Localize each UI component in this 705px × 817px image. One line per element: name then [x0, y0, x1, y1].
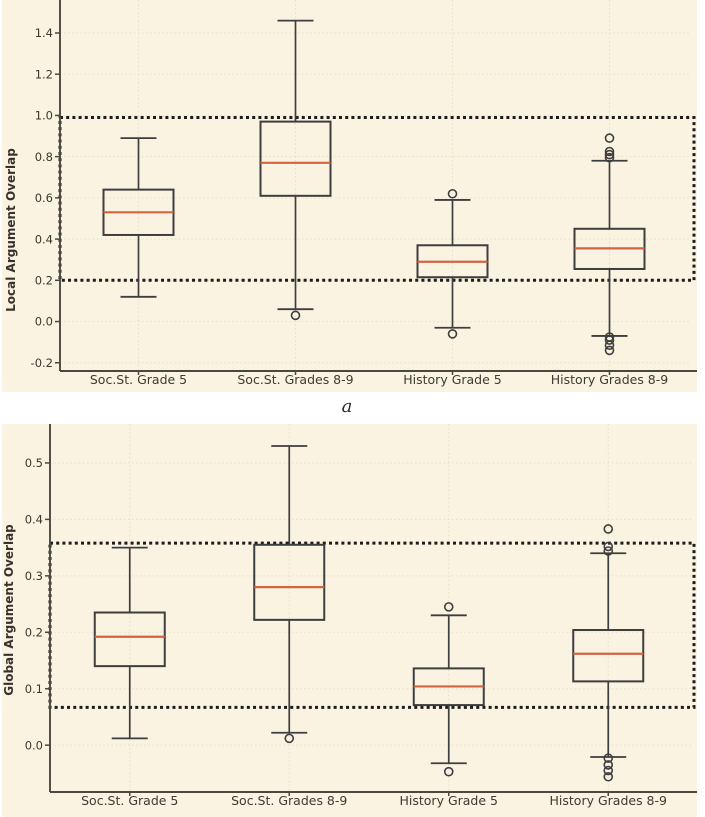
- x-category-label: History Grades 8-9: [551, 372, 669, 387]
- y-tick-label: 0.2: [35, 274, 53, 288]
- outlier-point: [443, 602, 454, 612]
- outlier-point: [447, 188, 458, 199]
- x-category-label: History Grade 5: [403, 372, 501, 387]
- outlier-point: [604, 340, 615, 351]
- panel-a-label: a: [341, 396, 353, 417]
- outlier-point: [443, 766, 454, 777]
- outlier-point: [603, 771, 614, 782]
- y-tick-label: -0.2: [31, 356, 53, 370]
- y-tick-label: 0.4: [25, 513, 43, 527]
- x-category-label: History Grades 8-9: [550, 793, 668, 808]
- x-category-label: Soc.St. Grade 5: [81, 793, 178, 808]
- y-axis-label: Global Argument Overlap: [2, 524, 16, 696]
- local-argument-overlap-plot: 1.4 1.2 1.0 0.8 0.6 0.4 0.2 0.0 -0.2 Soc.St. Grad…: [2, 0, 697, 392]
- x-category-label: Soc.St. Grades 8-9: [231, 793, 347, 808]
- outlier-point: [603, 765, 614, 776]
- y-tick-label: 0.1: [25, 682, 43, 696]
- outlier-point: [290, 310, 301, 321]
- y-tick-label: 0.2: [25, 625, 43, 639]
- y-tick-label: 1.2: [35, 67, 53, 81]
- y-tick-label: 0.8: [35, 150, 53, 164]
- outlier-point: [604, 335, 615, 345]
- outlier-point: [447, 329, 458, 339]
- outlier-point: [604, 146, 615, 157]
- y-axis-label: Local Argument Overlap: [4, 148, 18, 312]
- figure-background: [2, 424, 697, 817]
- y-tick-label: 0.6: [35, 191, 53, 205]
- box-group-1: [259, 19, 332, 321]
- global-argument-overlap-plot: 0.5 0.4 0.3 0.2 0.1 0.0 Soc.St. Grade 5 Soc.St.…: [2, 424, 697, 817]
- global-argument-overlap-chart: 0.5 0.4 0.3 0.2 0.1 0.0 Soc.St. Grade 5 Soc.St.…: [0, 424, 705, 817]
- y-tick-label: 0.0: [35, 315, 53, 329]
- outlier-point: [603, 546, 614, 556]
- y-tick-label: 1.4: [35, 26, 53, 40]
- box-group-3: [573, 133, 646, 356]
- dashed-threshold-band: [58, 115, 696, 282]
- box-group-0: [93, 546, 166, 740]
- y-tick-label: 0.3: [25, 569, 43, 583]
- outlier-point: [604, 133, 615, 143]
- iqr-box: [93, 611, 166, 668]
- x-category-label: Soc.St. Grade 5: [90, 372, 187, 387]
- box-group-2: [416, 188, 489, 339]
- outlier-point: [603, 541, 614, 552]
- y-tick-label: 0.0: [25, 738, 43, 752]
- outlier-point: [284, 733, 295, 744]
- box-group-2: [412, 602, 485, 777]
- x-category-label: History Grade 5: [400, 793, 498, 808]
- y-tick-label: 0.5: [25, 456, 43, 470]
- figure-background: [2, 0, 697, 392]
- outlier-point: [604, 345, 615, 356]
- outlier-point: [603, 524, 614, 534]
- box-group-1: [253, 445, 326, 744]
- box-group-0: [102, 137, 175, 298]
- outlier-point: [603, 753, 614, 763]
- iqr-box: [253, 543, 326, 621]
- iqr-box: [572, 629, 645, 683]
- y-tick-label: 0.4: [35, 232, 53, 246]
- box-group-3: [572, 524, 645, 782]
- outlier-point: [604, 149, 615, 160]
- iqr-box: [259, 120, 332, 197]
- outlier-point: [603, 760, 614, 770]
- x-category-label: Soc.St. Grades 8-9: [237, 372, 353, 387]
- local-argument-overlap-chart: 1.4 1.2 1.0 0.8 0.6 0.4 0.2 0.0 -0.2 Soc.St. Grad…: [0, 0, 705, 392]
- outlier-point: [604, 152, 615, 163]
- y-tick-label: 1.0: [35, 109, 53, 123]
